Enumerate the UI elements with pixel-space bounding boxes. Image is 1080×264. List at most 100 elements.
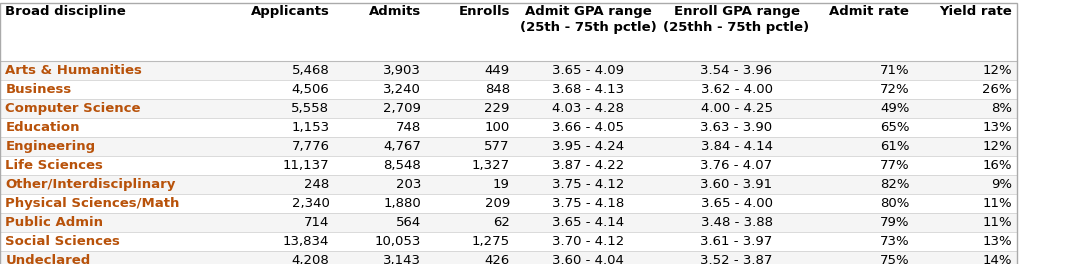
Text: 3,240: 3,240 xyxy=(383,83,421,96)
Text: 26%: 26% xyxy=(983,83,1012,96)
Text: 209: 209 xyxy=(485,197,510,210)
Text: 12%: 12% xyxy=(983,140,1012,153)
Text: Arts & Humanities: Arts & Humanities xyxy=(5,64,143,77)
Text: 3.75 - 4.12: 3.75 - 4.12 xyxy=(552,178,624,191)
Text: 3.70 - 4.12: 3.70 - 4.12 xyxy=(552,235,624,248)
Text: 3.62 - 4.00: 3.62 - 4.00 xyxy=(701,83,772,96)
Text: 9%: 9% xyxy=(991,178,1012,191)
Text: 71%: 71% xyxy=(880,64,909,77)
Text: 748: 748 xyxy=(396,121,421,134)
Text: 3.76 - 4.07: 3.76 - 4.07 xyxy=(701,159,772,172)
Text: 4,506: 4,506 xyxy=(292,83,329,96)
Text: 13,834: 13,834 xyxy=(283,235,329,248)
Text: Admit GPA range
(25th - 75th pctle): Admit GPA range (25th - 75th pctle) xyxy=(519,5,657,34)
Bar xyxy=(0,80,1017,99)
Text: 4,208: 4,208 xyxy=(292,254,329,264)
Text: 848: 848 xyxy=(485,83,510,96)
Text: 3,903: 3,903 xyxy=(383,64,421,77)
Text: 3.66 - 4.05: 3.66 - 4.05 xyxy=(552,121,624,134)
Text: Admit rate: Admit rate xyxy=(829,5,909,18)
Text: 248: 248 xyxy=(305,178,329,191)
Text: Social Sciences: Social Sciences xyxy=(5,235,120,248)
Text: Business: Business xyxy=(5,83,71,96)
Text: 13%: 13% xyxy=(983,235,1012,248)
Text: 203: 203 xyxy=(396,178,421,191)
Text: Education: Education xyxy=(5,121,80,134)
Text: 3,143: 3,143 xyxy=(383,254,421,264)
Bar xyxy=(0,251,1017,264)
Text: 16%: 16% xyxy=(983,159,1012,172)
Text: 3.60 - 3.91: 3.60 - 3.91 xyxy=(701,178,772,191)
Text: 3.52 - 3.87: 3.52 - 3.87 xyxy=(700,254,773,264)
Text: 49%: 49% xyxy=(880,102,909,115)
Text: 3.84 - 4.14: 3.84 - 4.14 xyxy=(701,140,772,153)
Text: 3.60 - 4.04: 3.60 - 4.04 xyxy=(552,254,624,264)
Bar xyxy=(0,118,1017,137)
Text: 1,880: 1,880 xyxy=(383,197,421,210)
Text: Yield rate: Yield rate xyxy=(940,5,1012,18)
Text: 2,709: 2,709 xyxy=(383,102,421,115)
Text: Applicants: Applicants xyxy=(251,5,329,18)
Text: 11%: 11% xyxy=(983,216,1012,229)
Text: 1,153: 1,153 xyxy=(292,121,329,134)
Text: 77%: 77% xyxy=(880,159,909,172)
Text: 61%: 61% xyxy=(880,140,909,153)
Text: 82%: 82% xyxy=(880,178,909,191)
Bar xyxy=(0,194,1017,213)
Bar xyxy=(0,232,1017,251)
Text: Enrolls: Enrolls xyxy=(458,5,510,18)
Text: 65%: 65% xyxy=(880,121,909,134)
Text: Physical Sciences/Math: Physical Sciences/Math xyxy=(5,197,179,210)
Bar xyxy=(0,61,1017,80)
Text: 3.61 - 3.97: 3.61 - 3.97 xyxy=(701,235,772,248)
Text: 3.75 - 4.18: 3.75 - 4.18 xyxy=(552,197,624,210)
Text: Admits: Admits xyxy=(369,5,421,18)
Text: 577: 577 xyxy=(484,140,510,153)
Text: 19: 19 xyxy=(492,178,510,191)
Text: 426: 426 xyxy=(485,254,510,264)
Text: 14%: 14% xyxy=(983,254,1012,264)
Text: 3.87 - 4.22: 3.87 - 4.22 xyxy=(552,159,624,172)
Bar xyxy=(0,137,1017,156)
Text: 79%: 79% xyxy=(880,216,909,229)
Text: 10,053: 10,053 xyxy=(375,235,421,248)
Bar xyxy=(0,175,1017,194)
Text: 5,468: 5,468 xyxy=(292,64,329,77)
Text: Computer Science: Computer Science xyxy=(5,102,140,115)
Text: 8,548: 8,548 xyxy=(383,159,421,172)
Text: 3.65 - 4.00: 3.65 - 4.00 xyxy=(701,197,772,210)
Text: 564: 564 xyxy=(396,216,421,229)
Text: 72%: 72% xyxy=(880,83,909,96)
Text: 2,340: 2,340 xyxy=(292,197,329,210)
Text: 5,558: 5,558 xyxy=(292,102,329,115)
Text: 3.65 - 4.14: 3.65 - 4.14 xyxy=(552,216,624,229)
Bar xyxy=(0,213,1017,232)
Text: Public Admin: Public Admin xyxy=(5,216,104,229)
Text: 62: 62 xyxy=(492,216,510,229)
Text: 3.65 - 4.09: 3.65 - 4.09 xyxy=(552,64,624,77)
Text: 11,137: 11,137 xyxy=(283,159,329,172)
Text: 75%: 75% xyxy=(880,254,909,264)
Text: 3.54 - 3.96: 3.54 - 3.96 xyxy=(701,64,772,77)
Bar xyxy=(0,99,1017,118)
Text: 12%: 12% xyxy=(983,64,1012,77)
Text: 4,767: 4,767 xyxy=(383,140,421,153)
Text: 100: 100 xyxy=(485,121,510,134)
Text: 8%: 8% xyxy=(991,102,1012,115)
Text: 449: 449 xyxy=(485,64,510,77)
Text: Undeclared: Undeclared xyxy=(5,254,91,264)
Bar xyxy=(0,156,1017,175)
Text: 80%: 80% xyxy=(880,197,909,210)
Text: 229: 229 xyxy=(485,102,510,115)
Text: 73%: 73% xyxy=(880,235,909,248)
Text: Life Sciences: Life Sciences xyxy=(5,159,104,172)
Text: Other/Interdisciplinary: Other/Interdisciplinary xyxy=(5,178,176,191)
Text: 4.03 - 4.28: 4.03 - 4.28 xyxy=(552,102,624,115)
Text: Engineering: Engineering xyxy=(5,140,95,153)
Text: 3.95 - 4.24: 3.95 - 4.24 xyxy=(552,140,624,153)
Text: 3.63 - 3.90: 3.63 - 3.90 xyxy=(701,121,772,134)
Text: 7,776: 7,776 xyxy=(292,140,329,153)
Text: Broad discipline: Broad discipline xyxy=(5,5,126,18)
Text: 3.48 - 3.88: 3.48 - 3.88 xyxy=(701,216,772,229)
Text: Enroll GPA range
(25thh - 75th pctle): Enroll GPA range (25thh - 75th pctle) xyxy=(663,5,810,34)
